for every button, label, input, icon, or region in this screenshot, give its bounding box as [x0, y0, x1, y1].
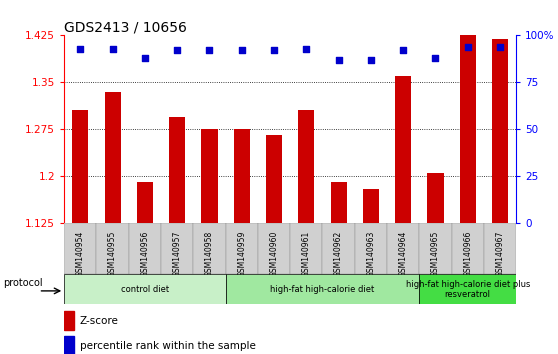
Bar: [298, 110, 314, 223]
Bar: [201, 129, 218, 223]
Point: [270, 47, 278, 53]
Point: [172, 47, 181, 53]
Bar: [419, 274, 516, 304]
Bar: [484, 223, 516, 274]
Text: Z-score: Z-score: [80, 316, 119, 326]
Bar: [451, 223, 484, 274]
Bar: [137, 182, 153, 223]
Text: GSM140966: GSM140966: [463, 231, 472, 277]
Text: protocol: protocol: [3, 278, 43, 289]
Point: [205, 47, 214, 53]
Point: [108, 46, 117, 51]
Bar: [225, 274, 419, 304]
Bar: [72, 110, 88, 223]
Text: GSM140964: GSM140964: [398, 231, 408, 277]
Bar: [355, 223, 387, 274]
Text: GSM140960: GSM140960: [270, 231, 278, 277]
Bar: [460, 35, 476, 223]
Bar: [97, 223, 129, 274]
Bar: [104, 92, 121, 223]
Text: GSM140965: GSM140965: [431, 231, 440, 277]
Bar: [492, 39, 508, 223]
Bar: [419, 223, 451, 274]
Point: [398, 47, 407, 53]
Point: [76, 46, 85, 51]
Bar: [64, 336, 74, 354]
Bar: [258, 223, 290, 274]
Bar: [129, 223, 161, 274]
Bar: [290, 223, 323, 274]
Bar: [169, 117, 185, 223]
Text: GSM140956: GSM140956: [141, 231, 150, 277]
Text: high-fat high-calorie diet: high-fat high-calorie diet: [270, 285, 374, 294]
Bar: [266, 136, 282, 223]
Text: high-fat high-calorie diet plus
resveratrol: high-fat high-calorie diet plus resverat…: [406, 280, 530, 299]
Bar: [225, 223, 258, 274]
Text: GSM140958: GSM140958: [205, 231, 214, 277]
Bar: [64, 312, 74, 330]
Bar: [161, 223, 193, 274]
Text: GSM140963: GSM140963: [367, 231, 376, 277]
Bar: [234, 129, 250, 223]
Point: [463, 44, 472, 50]
Text: GDS2413 / 10656: GDS2413 / 10656: [64, 20, 187, 34]
Bar: [323, 223, 355, 274]
Bar: [427, 173, 444, 223]
Point: [496, 44, 504, 50]
Bar: [330, 182, 347, 223]
Bar: [64, 274, 225, 304]
Bar: [363, 189, 379, 223]
Text: GSM140959: GSM140959: [237, 231, 246, 277]
Bar: [395, 76, 411, 223]
Text: GSM140957: GSM140957: [172, 231, 182, 277]
Point: [367, 57, 376, 63]
Bar: [387, 223, 419, 274]
Text: percentile rank within the sample: percentile rank within the sample: [80, 341, 256, 351]
Text: GSM140967: GSM140967: [496, 231, 504, 277]
Bar: [193, 223, 225, 274]
Text: GSM140954: GSM140954: [76, 231, 85, 277]
Point: [141, 55, 150, 61]
Point: [237, 47, 246, 53]
Text: control diet: control diet: [121, 285, 169, 294]
Point: [334, 57, 343, 63]
Bar: [64, 223, 97, 274]
Point: [431, 55, 440, 61]
Text: GSM140955: GSM140955: [108, 231, 117, 277]
Point: [302, 46, 311, 51]
Text: GSM140962: GSM140962: [334, 231, 343, 277]
Text: GSM140961: GSM140961: [302, 231, 311, 277]
